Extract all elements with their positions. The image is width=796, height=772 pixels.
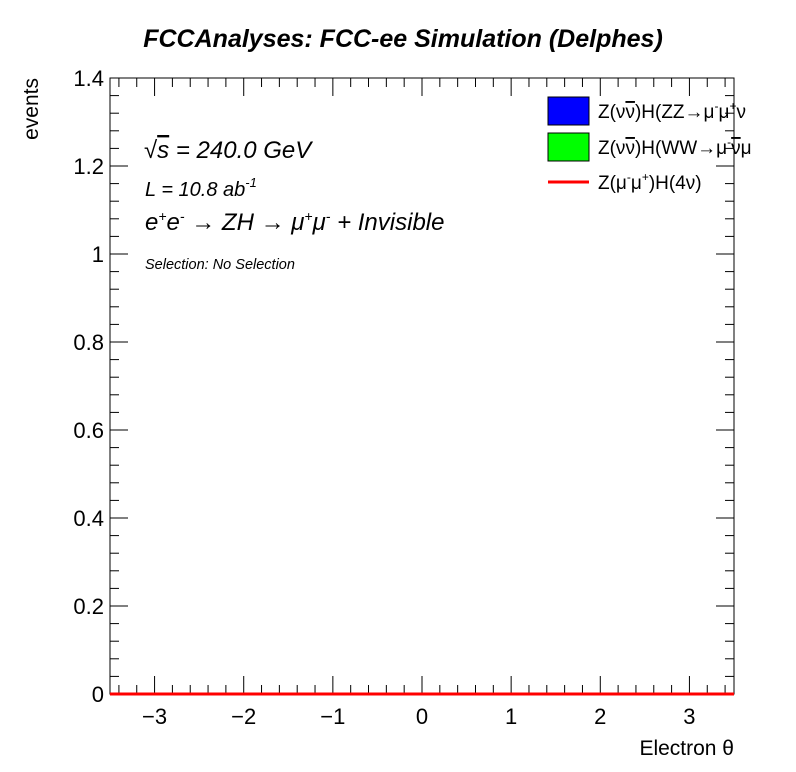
legend-label-ww: Z(νν)H(WW→μ-νμ (598, 135, 752, 159)
x-tick-label: −3 (142, 704, 167, 729)
y-tick-label: 0.6 (73, 418, 104, 443)
y-tick-label: 0.2 (73, 594, 104, 619)
y-tick-label: 1.2 (73, 154, 104, 179)
x-tick-label: 0 (416, 704, 428, 729)
y-tick-label: 0.4 (73, 506, 104, 531)
legend-swatch-ww (547, 132, 590, 162)
lumi-annotation: L = 10.8 ab-1 (145, 175, 257, 201)
x-tick-label: −2 (231, 704, 256, 729)
legend-swatch-zz (547, 96, 590, 126)
process-annotation: e+e- → ZH → μ+μ- + Invisible (145, 208, 444, 236)
legend: Z(νν)H(ZZ→μ-μ+ν Z(νν)H(WW→μ-νμ Z(μ-μ+)H(… (547, 96, 752, 194)
y-tick-label: 1.4 (73, 66, 104, 91)
x-tick-labels: −3 −2 −1 0 1 2 3 (142, 704, 696, 729)
y-tick-label: 0 (92, 682, 104, 707)
plot-frame (109, 77, 735, 695)
chart-title: FCCAnalyses: FCC-ee Simulation (Delphes) (143, 25, 663, 53)
x-tick-label: 3 (683, 704, 695, 729)
sqrt-s-annotation: √s = 240.0 GeV (144, 137, 313, 164)
y-tick-labels: 0 0.2 0.4 0.6 0.8 1 1.2 1.4 (73, 66, 104, 707)
y-tick-label: 1 (92, 242, 104, 267)
y-tick-label: 0.8 (73, 330, 104, 355)
x-axis-label: Electron θ (639, 737, 734, 760)
x-tick-label: 1 (505, 704, 517, 729)
x-tick-label: −1 (320, 704, 345, 729)
x-tick-label: 2 (594, 704, 606, 729)
y-axis-label: events (20, 78, 43, 140)
selection-annotation: Selection: No Selection (145, 257, 295, 273)
axis-ticks (110, 77, 734, 695)
legend-label-zz: Z(νν)H(ZZ→μ-μ+ν (598, 99, 746, 123)
legend-label-4nu: Z(μ-μ+)H(4ν) (598, 170, 702, 194)
